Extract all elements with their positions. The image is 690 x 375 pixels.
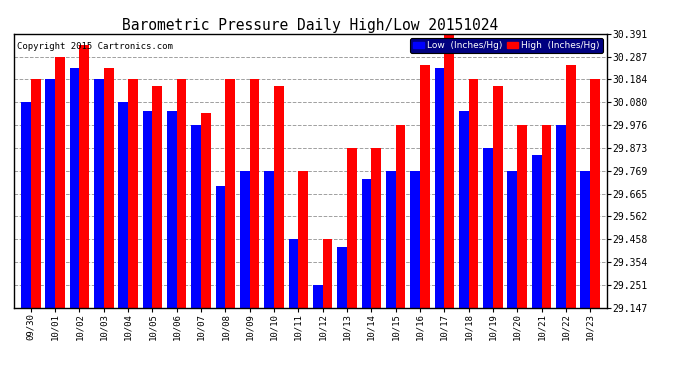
Bar <box>46 79 55 308</box>
Bar <box>323 239 333 308</box>
Bar <box>518 125 527 308</box>
Bar <box>31 79 41 308</box>
Bar <box>216 186 226 308</box>
Bar <box>459 111 469 308</box>
Bar <box>70 68 79 308</box>
Bar <box>411 171 420 308</box>
Bar <box>566 65 575 308</box>
Text: Copyright 2015 Cartronics.com: Copyright 2015 Cartronics.com <box>17 42 172 51</box>
Bar <box>313 285 323 308</box>
Bar <box>542 125 551 308</box>
Bar <box>274 86 284 308</box>
Bar <box>532 155 542 308</box>
Bar <box>250 79 259 308</box>
Bar <box>167 111 177 308</box>
Bar <box>55 57 65 308</box>
Bar <box>347 148 357 308</box>
Bar <box>337 248 347 308</box>
Bar <box>264 171 274 308</box>
Bar <box>469 79 478 308</box>
Bar <box>201 113 210 308</box>
Bar <box>21 102 31 308</box>
Title: Barometric Pressure Daily High/Low 20151024: Barometric Pressure Daily High/Low 20151… <box>122 18 499 33</box>
Bar <box>79 45 89 308</box>
Bar <box>240 171 250 308</box>
Bar <box>191 125 201 308</box>
Bar <box>152 86 162 308</box>
Bar <box>298 171 308 308</box>
Bar <box>556 125 566 308</box>
Bar <box>507 171 518 308</box>
Bar <box>94 79 104 308</box>
Bar <box>119 102 128 308</box>
Bar <box>493 86 502 308</box>
Bar <box>177 79 186 308</box>
Bar <box>371 148 381 308</box>
Bar <box>483 148 493 308</box>
Bar <box>395 125 405 308</box>
Bar <box>420 65 430 308</box>
Bar <box>362 179 371 308</box>
Bar <box>580 171 590 308</box>
Legend: Low  (Inches/Hg), High  (Inches/Hg): Low (Inches/Hg), High (Inches/Hg) <box>410 38 602 53</box>
Bar <box>226 79 235 308</box>
Bar <box>288 239 298 308</box>
Bar <box>444 34 454 308</box>
Bar <box>435 68 444 308</box>
Bar <box>128 79 138 308</box>
Bar <box>386 171 395 308</box>
Bar <box>104 68 114 308</box>
Bar <box>590 79 600 308</box>
Bar <box>143 111 152 308</box>
